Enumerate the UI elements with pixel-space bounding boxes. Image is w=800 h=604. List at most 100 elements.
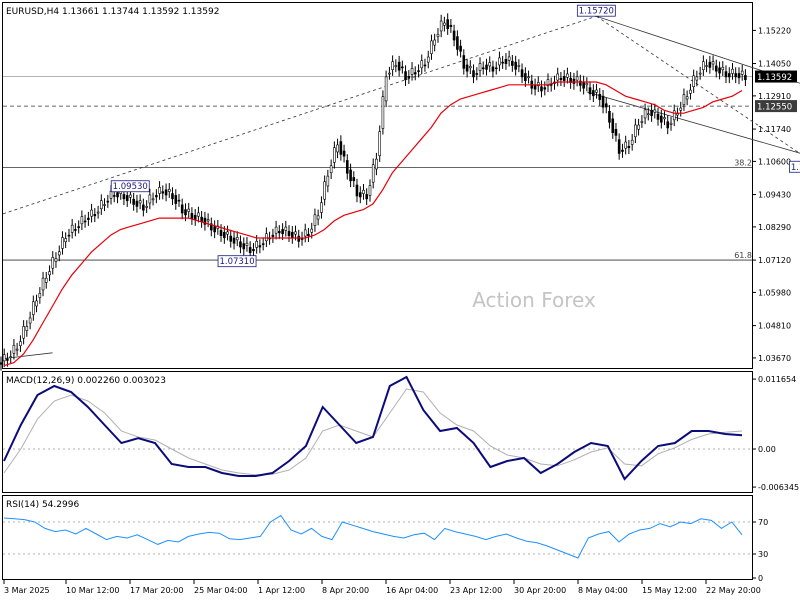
- candle-body: [740, 70, 744, 75]
- candle-body: [617, 139, 621, 154]
- price-y-tick-label: 1.09430: [758, 191, 791, 200]
- fib-label: 61.8: [734, 251, 752, 260]
- price-y-tick-label: 1.15220: [758, 26, 791, 35]
- candle-body: [705, 65, 708, 67]
- candle-body: [74, 229, 77, 231]
- candle-body: [449, 24, 453, 27]
- candle-body: [475, 73, 479, 75]
- candle-body: [245, 242, 249, 246]
- candle-body: [9, 356, 13, 358]
- candle-body: [155, 195, 158, 198]
- candle-body: [358, 192, 362, 198]
- channel-upper: [596, 15, 800, 84]
- candle-body: [307, 233, 310, 236]
- candle-body: [333, 147, 336, 163]
- x-tick-label: 8 Apr 20:00: [322, 586, 369, 595]
- price-y-tick-label: 1.07120: [758, 256, 791, 265]
- candle-body: [714, 65, 718, 72]
- price-y-tick-label: 1.14050: [758, 60, 791, 69]
- candle-body: [277, 231, 281, 234]
- candle-body: [167, 188, 171, 192]
- macd-title: MACD(12,26,9) 0.002260 0.003023: [6, 376, 166, 386]
- candle-body: [22, 326, 25, 339]
- candle-body: [184, 209, 187, 216]
- candle-body: [116, 192, 119, 198]
- candle-body: [737, 73, 741, 79]
- candle-body: [381, 96, 385, 129]
- candle-body: [261, 243, 265, 245]
- candle-body: [524, 73, 527, 81]
- candle-body: [51, 257, 55, 269]
- candle-body: [210, 223, 213, 231]
- candle-body: [103, 204, 106, 206]
- candle-body: [682, 94, 686, 105]
- candle-body: [562, 76, 566, 81]
- candle-body: [711, 61, 715, 65]
- candle-body: [430, 40, 433, 54]
- short-line: [3, 352, 53, 359]
- candle-body: [556, 73, 560, 81]
- x-tick-label: 8 May 04:00: [578, 586, 628, 595]
- candle-body: [401, 66, 404, 69]
- candle-body: [394, 65, 398, 67]
- rsi-title: RSI(14) 54.2996: [6, 500, 79, 510]
- candle-body: [151, 198, 155, 201]
- candle-body: [223, 231, 226, 238]
- candle-body: [669, 122, 673, 125]
- candle-body: [57, 251, 61, 256]
- candle-body: [559, 77, 563, 81]
- candle-body: [229, 235, 233, 242]
- candle-body: [297, 235, 301, 242]
- candle-body: [592, 90, 595, 97]
- candle-body: [491, 66, 495, 72]
- candle-body: [28, 317, 32, 324]
- candle-body: [734, 73, 737, 78]
- candle-body: [197, 212, 200, 217]
- price-annotation-box: [576, 4, 616, 17]
- candle-body: [232, 237, 236, 244]
- rsi-y-tick-label: 30: [758, 550, 768, 559]
- candle-body: [621, 149, 624, 152]
- trend-line-long: [2, 15, 597, 215]
- candle-body: [514, 61, 517, 70]
- macd-y-tick-label: 0.00: [758, 445, 776, 454]
- candle-body: [653, 109, 657, 113]
- price-y-tick-label: 1.08290: [758, 223, 791, 232]
- price-annotation-label: 1.15720: [579, 7, 614, 17]
- price-annotation-label: 1.09530: [113, 182, 148, 192]
- candle-body: [423, 64, 427, 67]
- candle-body: [656, 113, 660, 120]
- candle-body: [650, 110, 653, 116]
- rsi-line: [3, 514, 743, 559]
- candle-body: [122, 194, 126, 200]
- x-tick-label: 23 Apr 12:00: [450, 586, 502, 595]
- candle-body: [391, 61, 394, 70]
- candle-body: [598, 93, 602, 100]
- candle-body: [572, 78, 576, 84]
- candle-body: [15, 348, 19, 351]
- candle-body: [546, 79, 550, 87]
- candle-body: [413, 72, 417, 75]
- trend-line-diag: [596, 15, 800, 155]
- candle-body: [274, 226, 278, 234]
- candle-body: [2, 354, 6, 362]
- candle-body: [83, 220, 87, 223]
- candle-body: [517, 65, 521, 67]
- price-panel-frame: [2, 2, 753, 369]
- series-layer: [3, 81, 743, 559]
- x-tick-label: 30 Apr 20:00: [514, 586, 566, 595]
- x-tick-label: 17 Mar 20:00: [130, 586, 183, 595]
- candle-body: [462, 55, 466, 69]
- candle-body: [692, 75, 695, 88]
- candle-body: [342, 150, 346, 157]
- candle-body: [19, 341, 22, 347]
- candle-body: [388, 72, 391, 75]
- price-annotation-label: 1.10640: [791, 163, 800, 173]
- candle-body: [498, 57, 501, 66]
- candle-body: [527, 76, 530, 79]
- candle-body: [158, 187, 161, 194]
- candle-body: [459, 45, 462, 52]
- price-axis-marker-label: 1.13592: [757, 73, 792, 83]
- candle-body: [177, 199, 181, 202]
- candle-body: [417, 70, 420, 72]
